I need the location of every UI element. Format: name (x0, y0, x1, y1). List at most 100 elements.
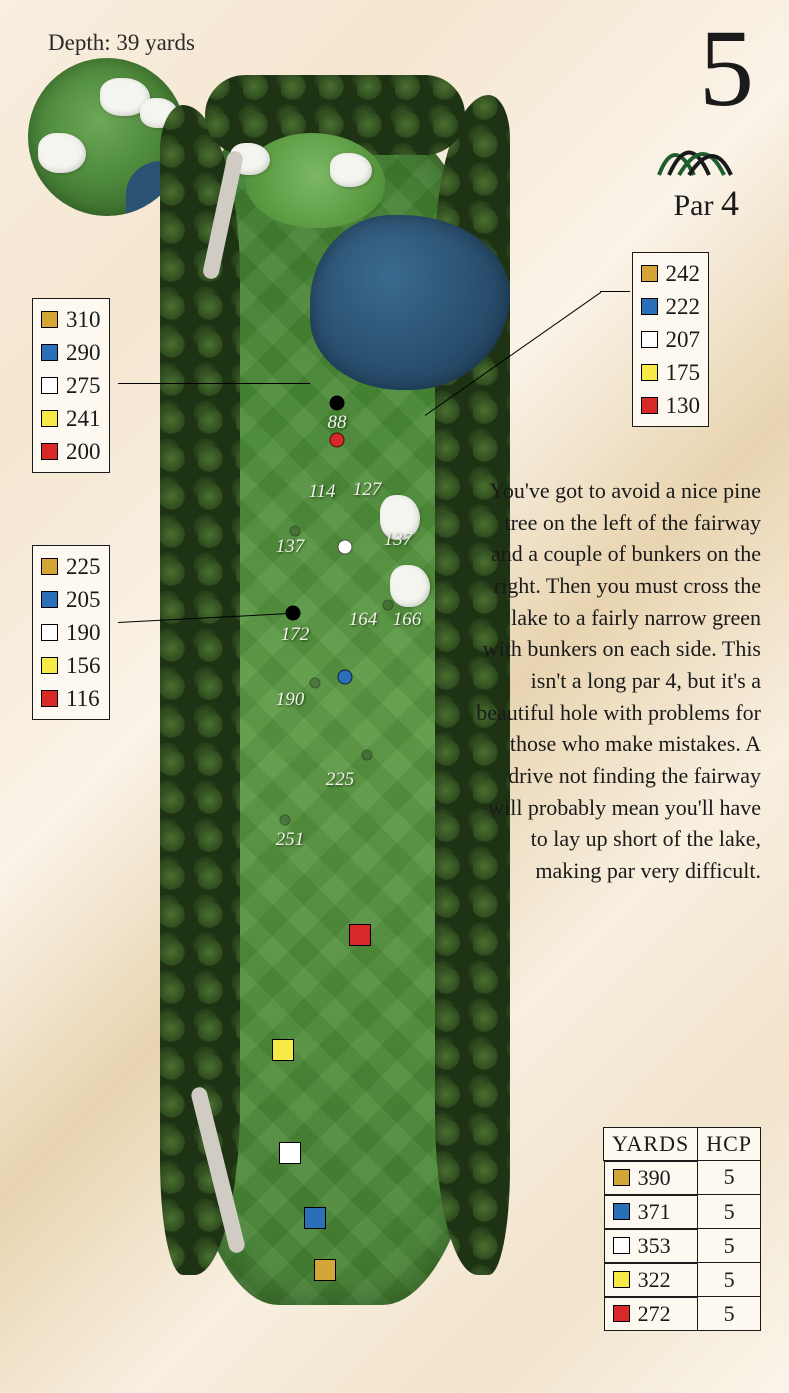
yardage-value: 156 (66, 650, 101, 681)
tee-color-swatch (613, 1237, 630, 1254)
yardage-value: 242 (666, 258, 701, 289)
yardage-row: 225 (39, 550, 103, 583)
green-depth-label: Depth: 39 yards (48, 30, 195, 56)
yardage-row: 275 (39, 369, 103, 402)
tee-marker-red (349, 924, 371, 946)
fairway-yardage-label: 137 (384, 529, 413, 551)
tee-color-swatch (41, 377, 58, 394)
tee-marker-gold (314, 1259, 336, 1281)
bunker-shape (38, 133, 86, 173)
tee-color-swatch (641, 331, 658, 348)
yardage-value: 225 (66, 551, 101, 582)
table-row: 2725 (604, 1297, 761, 1331)
tee-marker-white (279, 1142, 301, 1164)
table-row: 353 5 (604, 1229, 761, 1263)
yardage-box-lower-left: 225205190156116 (32, 545, 110, 720)
sprinkler-head-icon (383, 600, 394, 611)
yardage-box-right: 242222207175130 (632, 252, 710, 427)
fairway-yardage-label: 114 (308, 481, 335, 503)
hole-map: 88 114 127 137 137 164 166 172 190 225 251 (175, 95, 495, 1375)
tee-marker-yellow (272, 1039, 294, 1061)
tee-color-swatch (613, 1169, 630, 1186)
yards-value: 353 (638, 1233, 671, 1259)
tee-color-swatch (613, 1203, 630, 1220)
yards-value: 371 (638, 1199, 671, 1225)
par-label: Par 4 (674, 182, 740, 224)
target-marker-dot (330, 433, 345, 448)
fairway-yardage-label: 166 (393, 609, 422, 631)
tee-color-swatch (613, 1271, 630, 1288)
fairway-yardage-label: 225 (326, 769, 355, 791)
yardage-value: 116 (66, 683, 100, 714)
yardage-box-upper-left: 310290275241200 (32, 298, 110, 473)
yardage-value: 207 (666, 324, 701, 355)
grass-logo-icon (649, 125, 739, 181)
tee-color-swatch (41, 410, 58, 427)
yards-value: 322 (638, 1267, 671, 1293)
yards-hcp-table: YARDS HCP 39053715353532252725 (603, 1127, 761, 1332)
tee-color-swatch (41, 443, 58, 460)
tee-color-swatch (41, 657, 58, 674)
bunker-shape (390, 565, 430, 607)
table-header-yards: YARDS (604, 1127, 698, 1160)
cell-yards: 353 (604, 1229, 698, 1263)
yardage-row: 175 (639, 356, 703, 389)
tee-color-swatch (41, 558, 58, 575)
fairway-yardage-label: 127 (353, 479, 382, 501)
table-row: 3905 (604, 1160, 761, 1195)
cell-yards: 272 (604, 1297, 698, 1331)
fairway-yardage-label: 190 (276, 689, 305, 711)
tee-color-swatch (41, 344, 58, 361)
tee-color-swatch (41, 624, 58, 641)
yardage-row: 130 (639, 389, 703, 422)
yardage-row: 290 (39, 336, 103, 369)
sprinkler-head-icon (280, 815, 291, 826)
fairway-yardage-label: 251 (276, 829, 305, 851)
yardage-value: 130 (666, 390, 701, 421)
cell-yards: 390 (604, 1161, 698, 1195)
yardage-row: 207 (639, 323, 703, 356)
tee-marker-blue (304, 1207, 326, 1229)
tee-color-swatch (41, 311, 58, 328)
bunker-shape (330, 153, 372, 187)
yardage-value: 290 (66, 337, 101, 368)
target-marker-dot (330, 396, 345, 411)
yardage-value: 190 (66, 617, 101, 648)
yardage-row: 242 (639, 257, 703, 290)
hole-number: 5 (699, 5, 754, 132)
yardage-row: 116 (39, 682, 103, 715)
cell-hcp: 5 (698, 1229, 761, 1263)
par-value: 4 (721, 183, 739, 223)
tee-color-swatch (641, 397, 658, 414)
cell-yards: 322 (604, 1263, 698, 1297)
sprinkler-head-icon (362, 750, 373, 761)
tee-color-swatch (41, 690, 58, 707)
yardage-value: 275 (66, 370, 101, 401)
sprinkler-head-icon (310, 678, 321, 689)
fairway-yardage-label: 172 (281, 624, 310, 646)
yardage-value: 310 (66, 304, 101, 335)
cell-hcp: 5 (698, 1195, 761, 1229)
tee-color-swatch (641, 298, 658, 315)
yardage-row: 310 (39, 303, 103, 336)
yards-value: 272 (638, 1301, 671, 1327)
yardage-value: 200 (66, 436, 101, 467)
fairway-yardage-label: 164 (349, 609, 378, 631)
par-text: Par (674, 189, 714, 222)
cell-hcp: 5 (698, 1263, 761, 1297)
cell-yards: 371 (604, 1195, 698, 1229)
tee-color-swatch (613, 1305, 630, 1322)
fairway-yardage-label: 137 (276, 536, 305, 558)
target-marker-dot (338, 540, 353, 555)
table-header-hcp: HCP (698, 1127, 761, 1160)
cell-hcp: 5 (698, 1160, 761, 1195)
tee-color-swatch (41, 591, 58, 608)
yardage-row: 156 (39, 649, 103, 682)
yardage-value: 241 (66, 403, 101, 434)
tee-color-swatch (641, 364, 658, 381)
sprinkler-head-icon (290, 526, 301, 537)
leader-line (118, 383, 310, 384)
fairway-yardage-label: 88 (328, 412, 347, 434)
yardage-row: 190 (39, 616, 103, 649)
yardage-row: 200 (39, 435, 103, 468)
